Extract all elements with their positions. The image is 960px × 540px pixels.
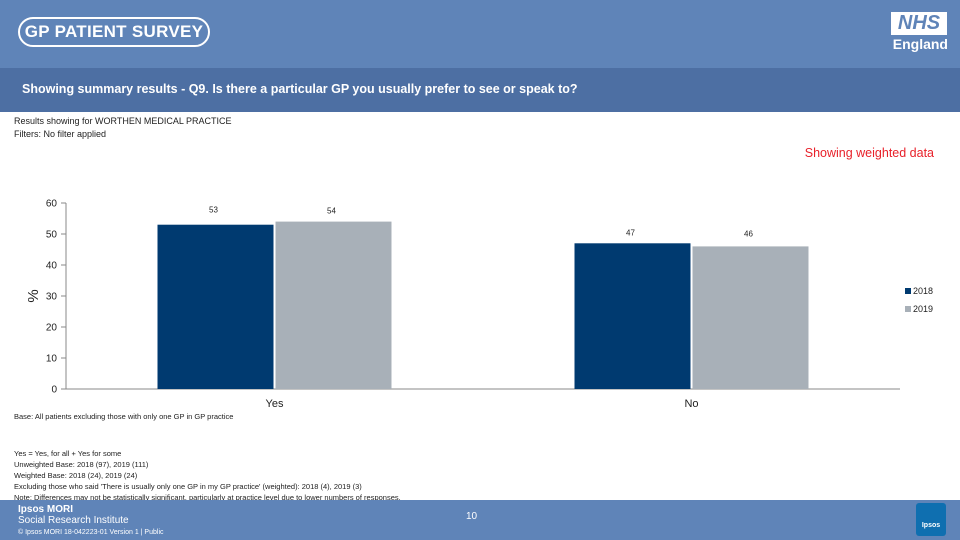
legend-swatch-2018 xyxy=(905,288,911,294)
legend-swatch-2019 xyxy=(905,306,911,312)
data-label: 53 xyxy=(209,206,218,215)
footnote-line: Weighted Base: 2018 (24), 2019 (24) xyxy=(14,471,138,480)
bar-2019-no xyxy=(692,246,809,389)
y-tick-label: 60 xyxy=(46,199,58,210)
footnote-line: Note: Differences may not be statistical… xyxy=(14,493,401,502)
nhs-region-label: England xyxy=(892,36,948,52)
gp-patient-survey-logo: GP PATIENT SURVEY xyxy=(18,17,210,47)
footnote-line: Excluding those who said 'There is usual… xyxy=(14,482,362,491)
y-tick-label: 0 xyxy=(51,385,57,396)
footer-bar: Ipsos MORI Social Research Institute © I… xyxy=(0,500,960,540)
page-number: 10 xyxy=(466,511,478,522)
legend-label: 2019 xyxy=(913,304,933,314)
y-tick-label: 50 xyxy=(46,230,58,241)
base-note: Base: All patients excluding those with … xyxy=(14,412,234,421)
nhs-logo: NHS xyxy=(891,12,947,35)
y-tick-label: 40 xyxy=(46,261,58,272)
y-tick-label: 20 xyxy=(46,323,58,334)
question-bar: Showing summary results - Q9. Is there a… xyxy=(0,68,960,112)
x-tick-label: No xyxy=(684,398,698,410)
bar-2019-yes xyxy=(275,221,392,389)
bar-2018-no xyxy=(574,243,691,389)
footnote-line: Unweighted Base: 2018 (97), 2019 (111) xyxy=(14,460,149,469)
question-title: Showing summary results - Q9. Is there a… xyxy=(22,82,578,96)
data-label: 46 xyxy=(744,229,753,238)
y-axis-label: % xyxy=(25,289,42,302)
copyright-text: © Ipsos MORI 18-042223-01 Version 1 | Pu… xyxy=(18,529,164,536)
footnote-line: Yes = Yes, for all + Yes for some xyxy=(14,449,122,458)
data-label: 54 xyxy=(327,207,336,216)
header-bar: GP PATIENT SURVEY NHS England xyxy=(0,0,960,68)
footnotes: Yes = Yes, for all + Yes for some Unweig… xyxy=(14,448,401,503)
bar-2018-yes xyxy=(157,224,274,389)
ipsos-mori-name: Ipsos MORI xyxy=(18,504,74,515)
ipsos-mori-subtitle: Social Research Institute xyxy=(18,515,129,526)
y-tick-label: 30 xyxy=(46,292,58,303)
y-tick-label: 10 xyxy=(46,354,58,365)
bar-chart: % 0 10 20 30 40 50 60 53 54 Yes 47 46 No 2018 2019 xyxy=(25,199,933,411)
data-label: 47 xyxy=(626,228,635,237)
filters-text: Filters: No filter applied xyxy=(14,129,107,139)
x-tick-label: Yes xyxy=(266,398,284,410)
results-for-text: Results showing for WORTHEN MEDICAL PRAC… xyxy=(14,116,232,126)
ipsos-logo: Ipsos xyxy=(916,503,946,536)
weighted-data-label: Showing weighted data xyxy=(804,146,934,160)
legend-label: 2018 xyxy=(913,286,933,296)
